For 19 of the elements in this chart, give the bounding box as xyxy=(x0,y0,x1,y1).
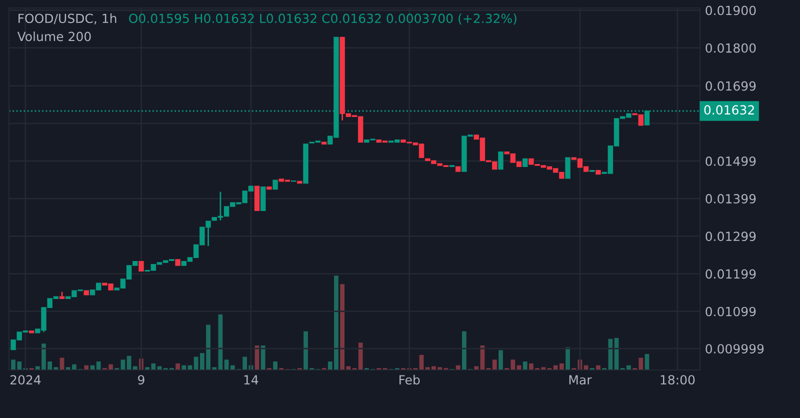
annotation: O0.01595 H0.01632 L0.01632 C0.01632 0.0003700 (+2.32%) xyxy=(129,13,516,25)
ref-line-label: 0.01632 xyxy=(704,105,754,115)
y-tick-label: 0.01199 xyxy=(706,269,756,279)
y-tick-label: 0.01900 xyxy=(706,6,756,16)
x-tick-label: 2024 xyxy=(10,375,41,385)
y-tick-label: 0.01499 xyxy=(706,156,756,166)
x-tick-label: Mar xyxy=(569,375,592,385)
chart-title: Volume 200 xyxy=(17,32,91,42)
y-tick-label: 0.01699 xyxy=(706,81,756,91)
x-tick-label: 18:00 xyxy=(660,375,695,385)
y-tick-label: 0.009999 xyxy=(706,344,764,354)
y-tick-label: 0.01299 xyxy=(706,232,756,242)
y-tick-label: 0.01099 xyxy=(706,306,756,316)
x-tick-label: Feb xyxy=(400,374,420,385)
y-tick-label: 0.01800 xyxy=(706,43,756,53)
chart-title: FOOD/USDC, 1h xyxy=(18,13,116,24)
y-tick-label: 0.01399 xyxy=(706,194,756,204)
x-tick-label: 9 xyxy=(138,375,144,385)
x-tick-label: 14 xyxy=(244,375,258,384)
